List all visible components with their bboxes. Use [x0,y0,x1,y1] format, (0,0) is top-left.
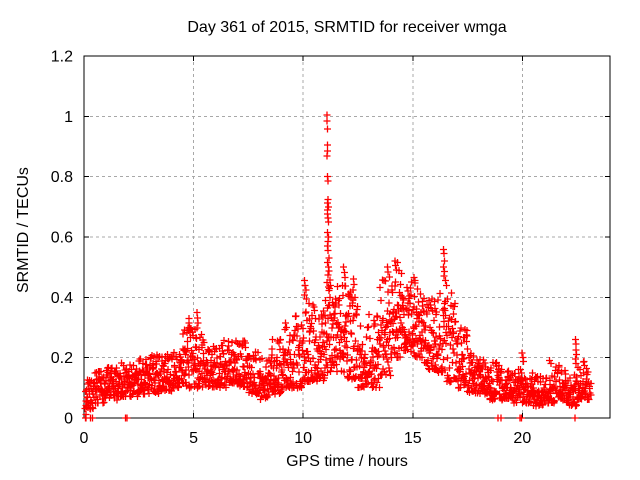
x-tick-label: 15 [404,430,422,447]
x-tick-label: 0 [80,430,89,447]
y-tick-label: 0 [64,411,73,428]
x-tick-label: 5 [189,430,198,447]
y-tick-label: 0.8 [51,169,73,186]
y-tick-label: 0.2 [51,350,73,367]
y-tick-label: 1.2 [51,49,73,66]
x-tick-label: 10 [294,430,312,447]
chart-title: Day 361 of 2015, SRMTID for receiver wmg… [187,19,507,36]
scatter-markers [81,111,595,422]
x-axis-label: GPS time / hours [286,453,408,470]
plot-border [83,55,611,419]
y-tick-label: 1 [64,109,73,126]
grid-lines [84,56,610,418]
y-axis-label: SRMTID / TECUs [15,167,32,293]
y-tick-label: 0.6 [51,230,73,247]
x-tick-label: 20 [513,430,531,447]
y-tick-label: 0.4 [51,290,73,307]
